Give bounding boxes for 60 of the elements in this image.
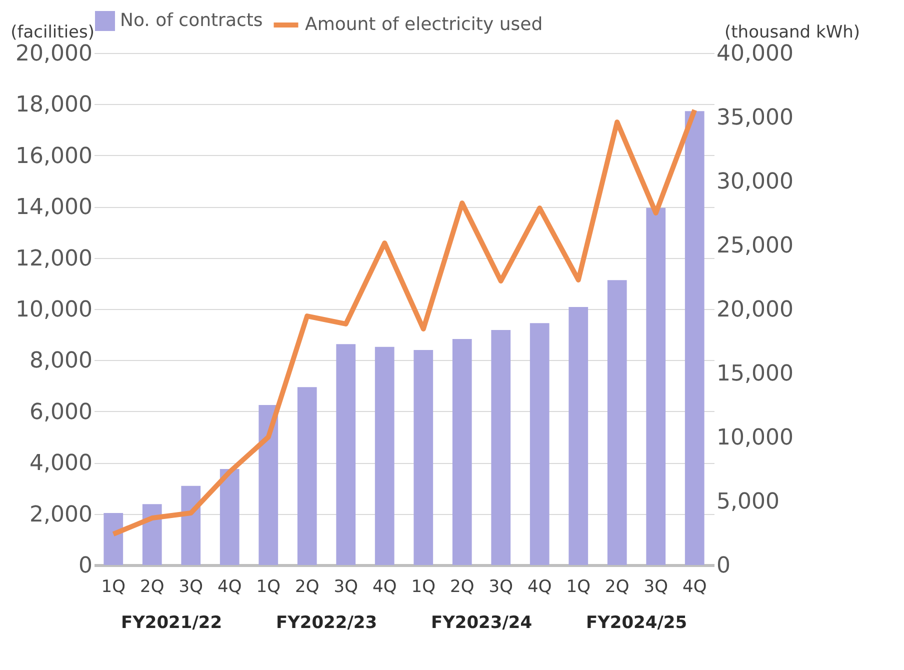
bar: [374, 346, 394, 565]
y2-tick-label: 0: [716, 554, 730, 578]
x-tick-label: 4Q: [528, 577, 552, 597]
y2-tick-label: 25,000: [716, 234, 794, 258]
y-tick-label: 14,000: [16, 195, 92, 220]
x-tick-label: 1Q: [101, 577, 126, 597]
text: FY2021/22: [120, 613, 222, 633]
y2-tick-label: 10,000: [716, 426, 794, 450]
y2-tick-label: 20,000: [716, 298, 794, 322]
bar: [684, 111, 704, 565]
y-tick-label: 2,000: [30, 502, 92, 528]
bar: [142, 504, 162, 565]
x-tick-label: 2Q: [295, 577, 320, 597]
text: FY2023/24: [430, 613, 532, 633]
y-tick-label: 4,000: [30, 451, 92, 476]
bar: [452, 338, 472, 565]
y2-axis-title: (thousand kWh): [724, 22, 860, 42]
y-tick-label: 10,000: [16, 298, 92, 322]
x-tick-label: 4Q: [372, 577, 397, 597]
text: FY2024/25: [586, 613, 688, 633]
y2-tick-label: 30,000: [716, 170, 794, 194]
x-tick-label: 2Q: [450, 577, 474, 597]
y-tick-label: 6,000: [30, 400, 92, 425]
x-tick-label: 4Q: [682, 577, 707, 597]
x-tick-label: 3Q: [488, 577, 513, 597]
bar: [181, 486, 201, 565]
y-tick-label: 18,000: [16, 92, 92, 118]
bar: [258, 405, 278, 565]
y2-tick-label: 35,000: [716, 106, 794, 130]
x-tick-label: 4Q: [218, 577, 242, 597]
y-tick-label: 20,000: [16, 42, 92, 66]
legend-label: Amount of electricity used: [305, 14, 543, 35]
bar: [646, 208, 666, 565]
bar: [607, 280, 627, 565]
x-tick-label: 3Q: [334, 577, 358, 597]
y2-tick-label: 15,000: [716, 362, 794, 386]
bar: [568, 306, 588, 565]
legend-label: No. of contracts: [120, 10, 263, 31]
bar: [104, 513, 124, 565]
bar: [220, 469, 240, 565]
y-tick-label: 8,000: [30, 348, 92, 374]
y-tick-label: 12,000: [16, 246, 92, 272]
bar: [491, 330, 511, 565]
y-tick-label: 16,000: [16, 144, 92, 169]
x-tick-label: 3Q: [644, 577, 668, 597]
x-tick-label: 1Q: [411, 577, 436, 597]
y-tick-label: 0: [78, 554, 92, 578]
x-tick-label: 2Q: [140, 577, 164, 597]
y2-tick-label: 40,000: [716, 42, 794, 66]
x-tick-label: 3Q: [178, 577, 203, 597]
text: FY2022/23: [276, 613, 378, 633]
y-axis-title: (facilities): [10, 22, 94, 42]
x-tick-label: 1Q: [256, 577, 280, 597]
bar: [297, 387, 317, 565]
bar: [336, 344, 356, 565]
bar: [414, 350, 434, 565]
x-tick-label: 1Q: [566, 577, 590, 597]
y2-tick-label: 5,000: [716, 490, 780, 514]
bar: [530, 323, 550, 565]
x-tick-label: 2Q: [605, 577, 630, 597]
